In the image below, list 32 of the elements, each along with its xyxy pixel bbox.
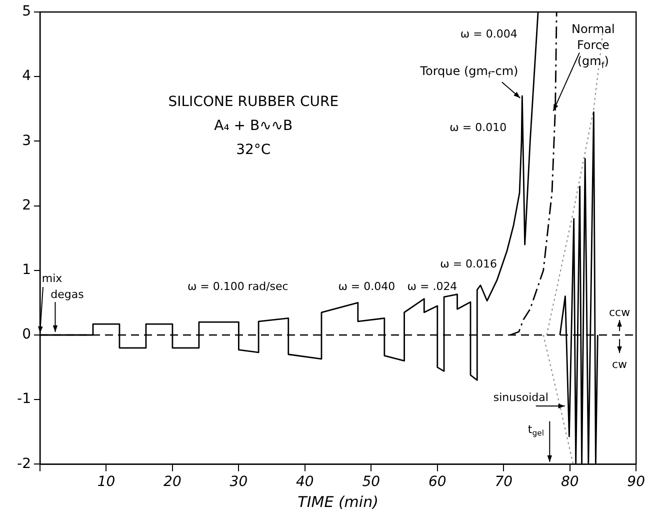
- annotation: ω = 0.010: [450, 121, 507, 134]
- annotation: ω = 0.016: [440, 258, 498, 271]
- annotation: mix: [42, 272, 63, 285]
- x-tick-label: 70: [494, 474, 513, 490]
- y-tick-label: 4: [22, 68, 32, 84]
- x-tick-label: 60: [428, 474, 446, 490]
- x-tick-label: 50: [362, 474, 380, 490]
- annotation: ω = .024: [407, 280, 458, 294]
- y-tick-label: -1: [17, 391, 31, 408]
- text: SILICONE RUBBER CURE: [168, 94, 339, 110]
- y-tick-label: 1: [22, 262, 31, 278]
- x-tick-label: 10: [97, 474, 116, 490]
- x-tick-label: 90: [627, 474, 646, 490]
- x-tick-label: 40: [296, 474, 314, 490]
- annotation: sinusoidal: [493, 390, 548, 404]
- y-tick-label: 0: [22, 326, 31, 343]
- x-tick-label: 30: [230, 474, 248, 490]
- annotation: cw: [612, 358, 628, 371]
- y-tick-label: 2: [22, 197, 31, 214]
- y-tick-label: 3: [22, 132, 31, 149]
- x-axis-title: TIME (min): [298, 492, 378, 511]
- annotation: 32°C: [236, 142, 271, 158]
- x-tick-label: 20: [164, 474, 182, 490]
- y-tick-label: -2: [17, 456, 31, 472]
- annotation: ccw: [608, 306, 630, 319]
- annotation: ω = 0.004: [460, 27, 518, 40]
- annotation: degas: [50, 288, 84, 301]
- x-tick-label: 80: [560, 474, 579, 490]
- annotation: ω = 0.040: [338, 280, 396, 294]
- y-tick-label: 5: [22, 4, 31, 20]
- annotation: ω = 0.100 rad/sec: [187, 280, 288, 294]
- text: A₄ + B∿∿B: [214, 118, 293, 134]
